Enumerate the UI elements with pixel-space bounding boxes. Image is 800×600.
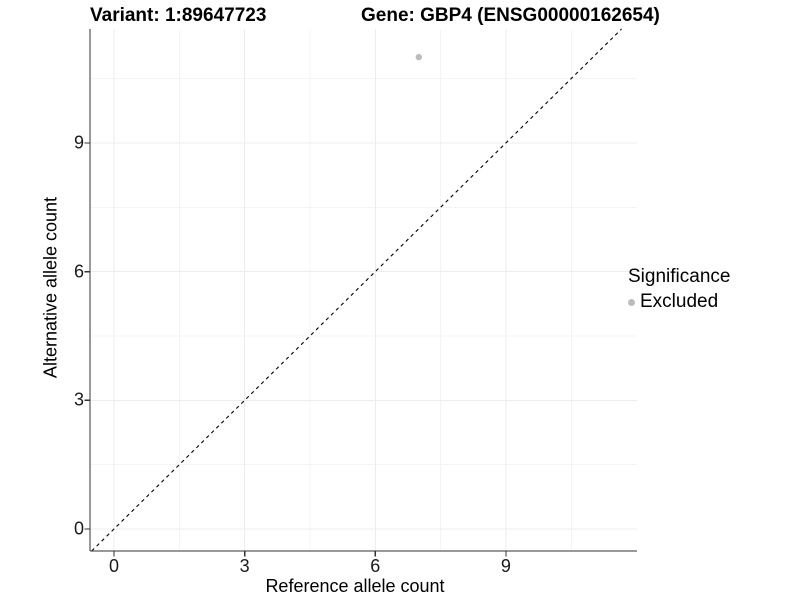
legend-title: Significance bbox=[628, 266, 731, 287]
x-tick-label: 0 bbox=[108, 556, 120, 576]
legend-entry-excluded: Excluded bbox=[628, 291, 730, 313]
identity-reference-line bbox=[91, 28, 622, 552]
legend-entry-label: Excluded bbox=[640, 291, 719, 312]
data-point bbox=[415, 53, 423, 61]
plot-title-gene: Gene: GBP4 (ENSG00000162654) bbox=[361, 5, 660, 26]
x-tick-label: 6 bbox=[370, 556, 381, 576]
y-tick-label: 3 bbox=[73, 389, 84, 410]
legend: Significance Excluded bbox=[628, 266, 730, 313]
y-axis-title: Alternative allele count bbox=[40, 196, 61, 379]
plot-title-variant: Variant: 1:89647723 bbox=[90, 5, 267, 26]
y-tick-label: 6 bbox=[73, 261, 84, 282]
x-tick-label: 3 bbox=[239, 556, 250, 576]
x-tick-label: 9 bbox=[500, 556, 511, 576]
y-tick-label: 0 bbox=[73, 518, 84, 539]
x-axis-title: Reference allele count bbox=[265, 576, 445, 596]
excluded-point-icon bbox=[628, 298, 635, 306]
y-tick-label: 9 bbox=[73, 132, 84, 153]
